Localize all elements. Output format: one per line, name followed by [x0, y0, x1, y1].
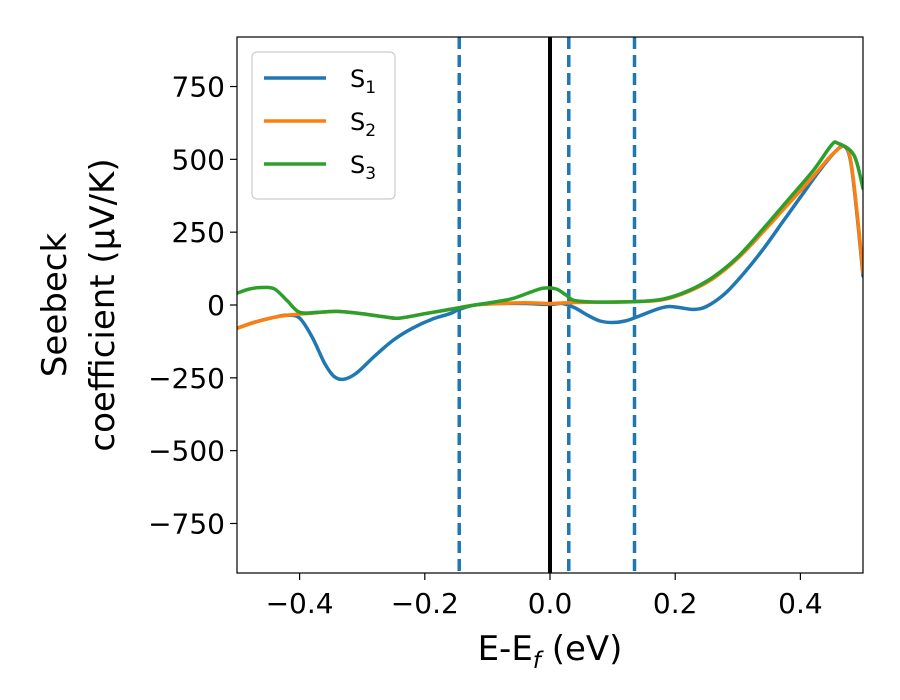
y-tick-label: 750 [172, 71, 225, 104]
legend-label-s1: S1 [350, 65, 376, 98]
x-tick-label: −0.4 [266, 587, 334, 620]
legend-label-s3: S3 [350, 151, 376, 184]
x-axis-title-unit: (eV) [541, 629, 623, 669]
y-tick-label: −750 [148, 507, 225, 540]
legend: S1 S2 S3 [251, 51, 396, 200]
x-tick-label: 0.2 [653, 587, 698, 620]
y-axis-title-line2: coefficient (μV/K) [83, 158, 123, 451]
x-axis-title: E-Ef (eV) [478, 629, 623, 674]
x-axis-title-subscript: f [533, 648, 544, 674]
series-line-s1 [237, 144, 863, 382]
x-tick-label: 0.4 [778, 587, 823, 620]
x-tick-label: −0.2 [391, 587, 459, 620]
series-lines [237, 140, 863, 382]
legend-label-s2: S2 [350, 108, 376, 141]
x-axis-ticks: −0.4 −0.2 0.0 0.2 0.4 [266, 573, 823, 620]
y-tick-label: −250 [148, 362, 225, 395]
y-axis-ticks: 750 500 250 0 −250 −500 −750 [148, 71, 237, 540]
x-tick-label: 0.0 [528, 587, 573, 620]
y-tick-label: 0 [207, 289, 225, 322]
y-tick-label: 500 [172, 143, 225, 176]
y-tick-label: 250 [172, 216, 225, 249]
y-tick-label: −500 [148, 435, 225, 468]
series-line-s3 [237, 140, 863, 321]
y-axis-title-line1: Seebeck [35, 233, 75, 378]
